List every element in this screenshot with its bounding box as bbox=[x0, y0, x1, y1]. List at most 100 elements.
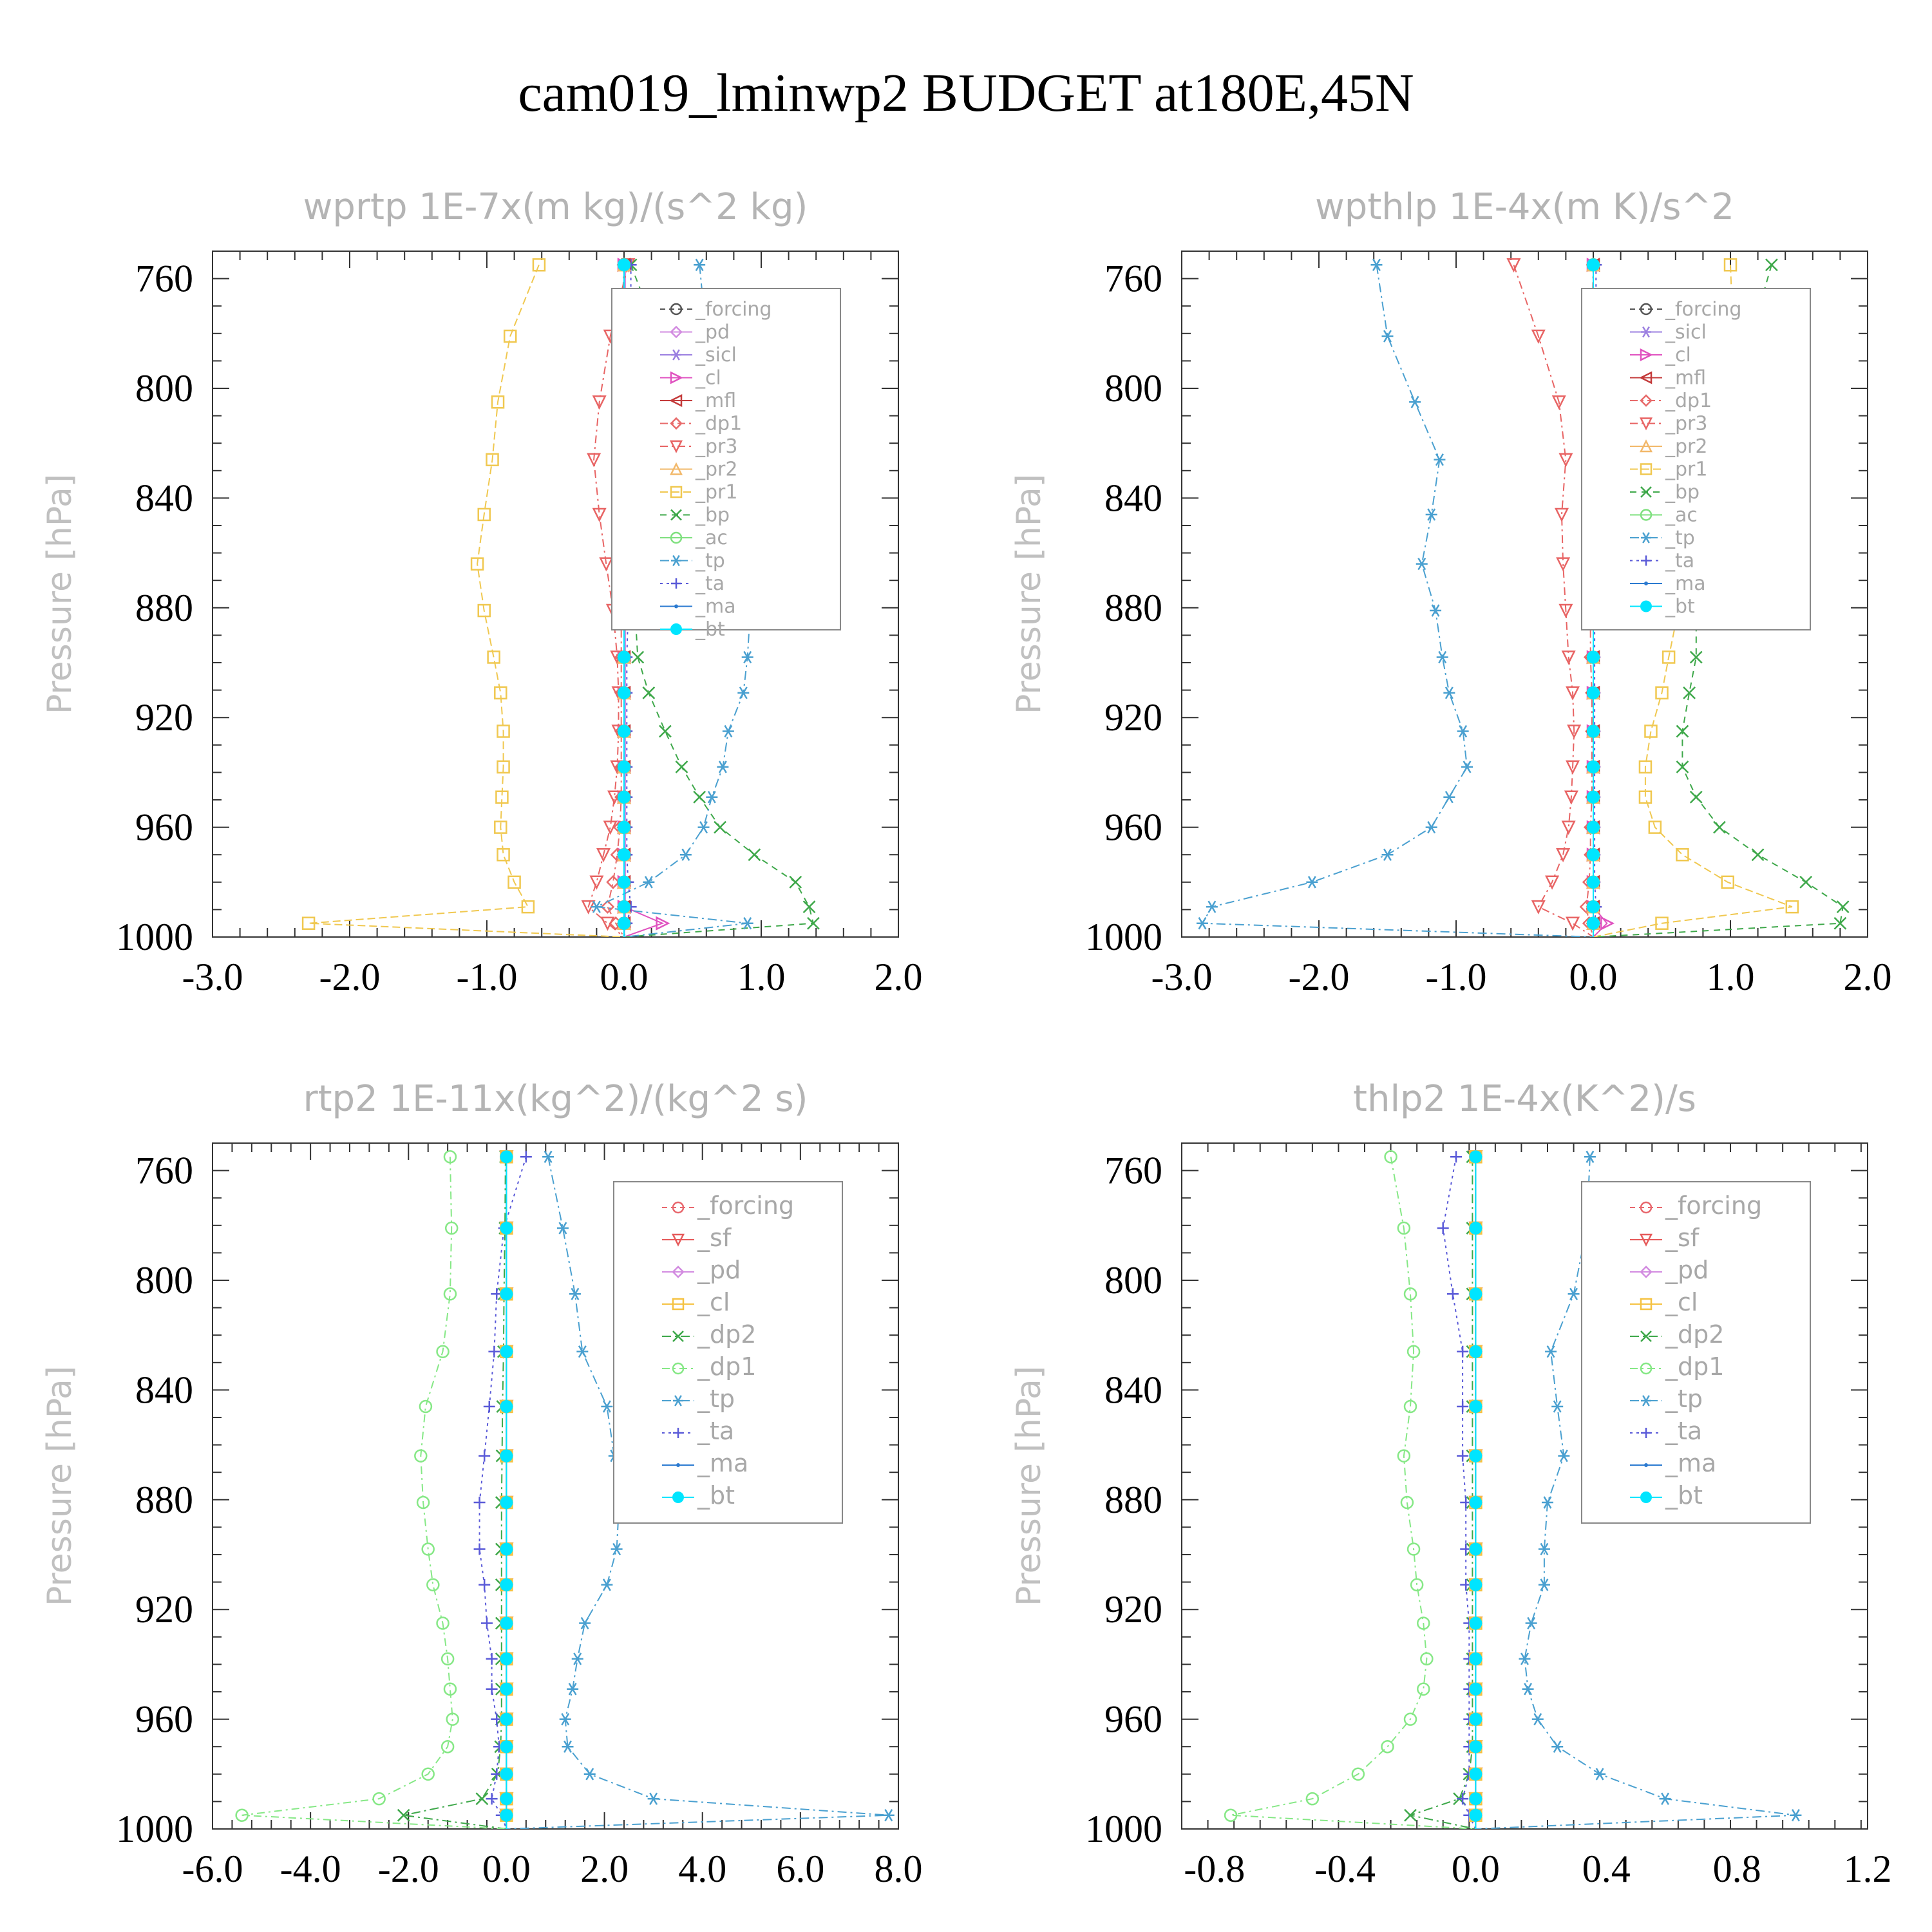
data-point bbox=[1425, 820, 1437, 834]
legend-label: _pr1 bbox=[1665, 459, 1707, 481]
legend-marker bbox=[671, 578, 681, 589]
data-point bbox=[1469, 1449, 1482, 1463]
legend-label: _bt bbox=[1665, 1481, 1703, 1510]
legend-item: _ta bbox=[1630, 550, 1694, 573]
series-pr3 bbox=[1506, 258, 1594, 937]
x-tick-label: 1.2 bbox=[1844, 1848, 1892, 1890]
legend-marker bbox=[674, 604, 678, 609]
legend-marker bbox=[676, 1463, 680, 1467]
data-point bbox=[1430, 604, 1442, 617]
legend-item: _sicl bbox=[660, 344, 737, 366]
data-point bbox=[1469, 1287, 1482, 1301]
legend-label: _tp bbox=[697, 1385, 735, 1413]
legend-marker bbox=[670, 486, 683, 498]
data-point bbox=[737, 687, 750, 699]
plot-frame bbox=[212, 251, 899, 938]
legend-marker bbox=[671, 1233, 685, 1247]
data-point bbox=[1587, 848, 1600, 862]
x-tick-label: 2.0 bbox=[580, 1848, 629, 1890]
y-tick-label: 800 bbox=[1104, 1259, 1162, 1302]
data-point bbox=[1638, 790, 1653, 804]
data-point bbox=[1558, 603, 1573, 618]
legend-item: _bt bbox=[660, 618, 725, 641]
x-tick-label: -2.0 bbox=[378, 1848, 439, 1890]
legend-marker bbox=[669, 440, 683, 453]
legend-label: _dp2 bbox=[1665, 1320, 1724, 1349]
legend-item: _forcing bbox=[1630, 298, 1741, 321]
legend-marker bbox=[670, 509, 682, 521]
legend-box bbox=[1581, 288, 1811, 630]
chart-panel-2: wpthlp 1E-4x(m K)/s^2 Pressure [hPa] 760 80… bbox=[1010, 186, 1892, 998]
data-point bbox=[1469, 1616, 1482, 1630]
data-point bbox=[748, 848, 761, 862]
y-tick-label: 1000 bbox=[116, 916, 193, 958]
data-point bbox=[487, 650, 500, 664]
data-point bbox=[497, 724, 510, 738]
legend-item: _forcing bbox=[660, 298, 772, 321]
data-point bbox=[1351, 1767, 1365, 1781]
legend-item: _ta bbox=[662, 1417, 734, 1445]
legend-label: _bp bbox=[695, 504, 730, 527]
data-point bbox=[1556, 557, 1571, 572]
legend-label: _sf bbox=[697, 1224, 732, 1252]
data-point bbox=[1457, 1400, 1469, 1412]
legend-marker bbox=[672, 1362, 685, 1375]
data-point bbox=[1420, 1652, 1434, 1666]
series-line bbox=[308, 264, 625, 937]
data-point bbox=[1417, 1682, 1430, 1696]
data-point bbox=[1561, 820, 1576, 835]
data-point bbox=[426, 1578, 440, 1592]
data-point bbox=[1469, 1150, 1482, 1164]
data-point bbox=[1437, 1222, 1449, 1235]
data-point bbox=[618, 686, 630, 699]
data-point bbox=[647, 1792, 659, 1805]
data-point bbox=[495, 790, 509, 804]
legend-label: _cl bbox=[697, 1288, 730, 1316]
legend-marker bbox=[672, 1265, 685, 1278]
data-point bbox=[1751, 848, 1765, 862]
data-point bbox=[1558, 1449, 1570, 1463]
data-point bbox=[483, 1400, 495, 1412]
data-point bbox=[494, 686, 507, 700]
data-point bbox=[421, 1767, 435, 1781]
legend-item: _pr1 bbox=[1630, 459, 1707, 481]
data-point bbox=[562, 1740, 574, 1753]
data-point bbox=[1587, 875, 1600, 889]
data-point bbox=[1799, 875, 1813, 889]
data-point bbox=[1443, 791, 1455, 804]
x-tick-label: -1.0 bbox=[1426, 956, 1487, 998]
legend-marker bbox=[1641, 555, 1651, 566]
x-tick-label: 0.0 bbox=[482, 1848, 531, 1890]
legend-marker bbox=[1641, 1428, 1651, 1438]
legend-item: _pr1 bbox=[660, 481, 737, 504]
legend-item: _tp bbox=[662, 1385, 735, 1413]
legend-marker bbox=[1639, 439, 1653, 453]
data-point bbox=[1648, 820, 1662, 834]
legend-label: _dp1 bbox=[695, 413, 742, 435]
legend-label: _dp2 bbox=[697, 1320, 756, 1349]
data-point bbox=[601, 1578, 613, 1591]
data-point bbox=[606, 875, 620, 889]
legend-item: _pd bbox=[660, 321, 730, 344]
x-tick-label: -2.0 bbox=[319, 956, 381, 998]
legend-item: _dp2 bbox=[662, 1320, 756, 1349]
data-point bbox=[1469, 1740, 1482, 1754]
data-point bbox=[722, 724, 734, 738]
y-tick-label: 880 bbox=[1104, 587, 1162, 629]
legend-marker bbox=[673, 1428, 683, 1438]
data-point bbox=[397, 1808, 410, 1822]
data-point bbox=[1676, 848, 1689, 862]
legend-label: _ta bbox=[1665, 550, 1694, 573]
data-point bbox=[443, 1287, 457, 1301]
data-point bbox=[478, 1578, 491, 1591]
plot-frame bbox=[1181, 251, 1868, 938]
y-tick-label: 760 bbox=[135, 1150, 193, 1192]
data-point bbox=[500, 1542, 513, 1556]
data-point bbox=[618, 848, 630, 862]
data-point bbox=[1397, 1221, 1411, 1235]
y-tick-label: 920 bbox=[1104, 696, 1162, 739]
data-point bbox=[1425, 508, 1437, 521]
data-point bbox=[659, 724, 672, 738]
data-point bbox=[1567, 724, 1582, 739]
data-point bbox=[675, 760, 688, 773]
